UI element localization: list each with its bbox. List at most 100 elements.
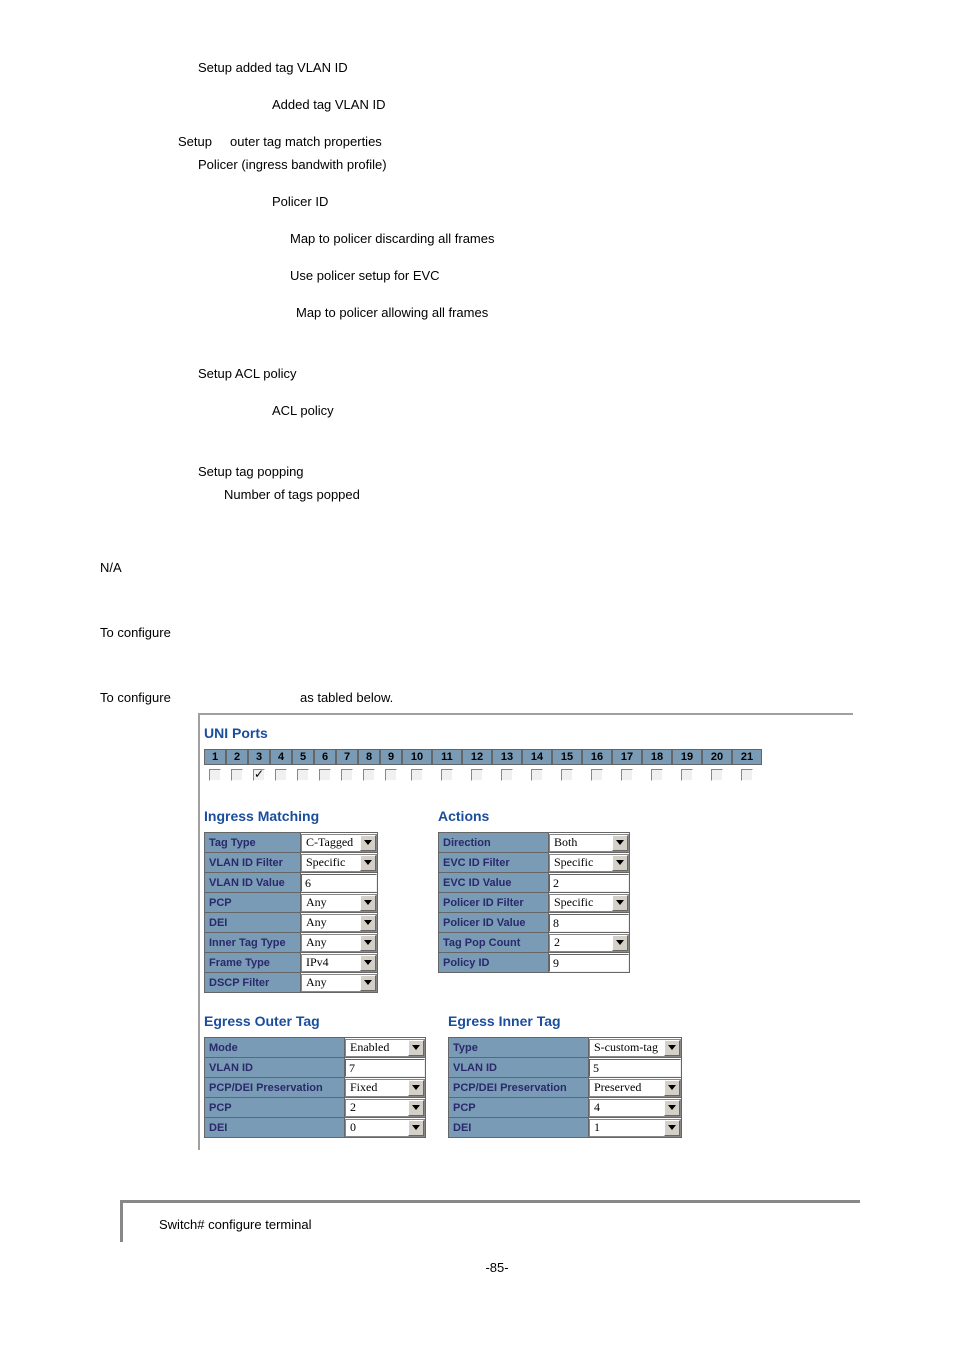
port-checkbox[interactable] <box>411 769 423 781</box>
field-label: EVC ID Filter <box>439 853 549 873</box>
select-value: C-Tagged <box>302 835 360 850</box>
select-field[interactable]: IPv4 <box>301 954 377 972</box>
field-value-cell: Any <box>301 893 378 913</box>
chevron-down-icon[interactable] <box>360 975 376 991</box>
chevron-down-icon[interactable] <box>664 1100 680 1116</box>
select-field[interactable]: Preserved <box>589 1079 681 1097</box>
port-checkbox[interactable] <box>275 769 287 781</box>
chevron-down-icon[interactable] <box>664 1120 680 1136</box>
port-checkbox-cell <box>732 765 762 782</box>
chevron-down-icon[interactable] <box>664 1040 680 1056</box>
select-value: Specific <box>550 855 612 870</box>
uni-ports-title: UNI Ports <box>204 725 849 741</box>
port-header: 14 <box>522 749 552 765</box>
port-checkbox[interactable] <box>297 769 309 781</box>
field-label: VLAN ID <box>205 1058 345 1078</box>
text-input[interactable]: 5 <box>589 1059 681 1077</box>
select-field[interactable]: Fixed <box>345 1079 425 1097</box>
select-field[interactable]: Any <box>301 914 377 932</box>
port-checkbox[interactable] <box>209 769 221 781</box>
field-value-cell: Specific <box>301 853 378 873</box>
port-checkbox-cell <box>522 765 552 782</box>
text-input[interactable]: 7 <box>345 1059 425 1077</box>
port-header-row: 123456789101112131415161718192021 <box>204 749 849 765</box>
chevron-down-icon[interactable] <box>612 855 628 871</box>
select-value: Fixed <box>346 1080 408 1095</box>
select-field[interactable]: Enabled <box>345 1039 425 1057</box>
field-label: PCP/DEI Preservation <box>449 1078 589 1098</box>
port-checkbox[interactable] <box>621 769 633 781</box>
select-field[interactable]: Specific <box>549 854 629 872</box>
select-field[interactable]: 2 <box>345 1099 425 1117</box>
field-label: Inner Tag Type <box>205 933 301 953</box>
select-field[interactable]: 1 <box>589 1119 681 1137</box>
select-field[interactable]: Any <box>301 934 377 952</box>
field-value-cell: C-Tagged <box>301 833 378 853</box>
port-checkbox[interactable] <box>561 769 573 781</box>
text-as-tabled: as tabled below. <box>300 690 393 705</box>
port-header: 12 <box>462 749 492 765</box>
select-field[interactable]: Any <box>301 894 377 912</box>
port-checkbox[interactable] <box>385 769 397 781</box>
port-checkbox[interactable] <box>441 769 453 781</box>
chevron-down-icon[interactable] <box>408 1120 424 1136</box>
chevron-down-icon[interactable] <box>664 1080 680 1096</box>
port-checkbox-cell <box>402 765 432 782</box>
field-value-cell: 5 <box>589 1058 682 1078</box>
chevron-down-icon[interactable] <box>360 915 376 931</box>
field-label: DEI <box>205 1118 345 1138</box>
port-checkbox[interactable] <box>253 769 265 781</box>
select-field[interactable]: Specific <box>301 854 377 872</box>
select-field[interactable]: Any <box>301 974 377 992</box>
field-label: Policy ID <box>439 953 549 973</box>
chevron-down-icon[interactable] <box>360 855 376 871</box>
field-value-cell: Any <box>301 913 378 933</box>
chevron-down-icon[interactable] <box>408 1080 424 1096</box>
select-value: Specific <box>302 855 360 870</box>
chevron-down-icon[interactable] <box>612 895 628 911</box>
chevron-down-icon[interactable] <box>612 835 628 851</box>
port-checkbox[interactable] <box>501 769 513 781</box>
select-field[interactable]: 4 <box>589 1099 681 1117</box>
chevron-down-icon[interactable] <box>360 835 376 851</box>
port-checkbox[interactable] <box>651 769 663 781</box>
text-input[interactable]: 8 <box>549 914 629 932</box>
field-value-cell: Both <box>549 833 630 853</box>
port-checkbox[interactable] <box>591 769 603 781</box>
port-checkbox[interactable] <box>681 769 693 781</box>
port-header: 15 <box>552 749 582 765</box>
port-checkbox[interactable] <box>741 769 753 781</box>
port-checkbox-cell <box>432 765 462 782</box>
chevron-down-icon[interactable] <box>408 1100 424 1116</box>
port-checkbox[interactable] <box>711 769 723 781</box>
port-header: 13 <box>492 749 522 765</box>
port-checkbox-cell <box>552 765 582 782</box>
text-input[interactable]: 9 <box>549 954 629 972</box>
text-input[interactable]: 6 <box>301 874 377 892</box>
chevron-down-icon[interactable] <box>408 1040 424 1056</box>
text-input[interactable]: 2 <box>549 874 629 892</box>
field-value-cell: 1 <box>589 1118 682 1138</box>
field-label: Policer ID Filter <box>439 893 549 913</box>
chevron-down-icon[interactable] <box>612 935 628 951</box>
port-checkbox[interactable] <box>363 769 375 781</box>
select-field[interactable]: S-custom-tag <box>589 1039 681 1057</box>
port-checkbox[interactable] <box>319 769 331 781</box>
select-field[interactable]: 0 <box>345 1119 425 1137</box>
chevron-down-icon[interactable] <box>360 955 376 971</box>
select-field[interactable]: C-Tagged <box>301 834 377 852</box>
select-field[interactable]: Specific <box>549 894 629 912</box>
port-checkbox-cell <box>672 765 702 782</box>
port-checkbox[interactable] <box>531 769 543 781</box>
port-checkbox[interactable] <box>231 769 243 781</box>
text-fragment: Setup <box>178 134 212 149</box>
text-to-configure: To configure <box>100 625 894 640</box>
chevron-down-icon[interactable] <box>360 935 376 951</box>
select-field[interactable]: Both <box>549 834 629 852</box>
port-checkbox[interactable] <box>341 769 353 781</box>
select-field[interactable]: 2 <box>549 934 629 952</box>
chevron-down-icon[interactable] <box>360 895 376 911</box>
field-value-cell: 4 <box>589 1098 682 1118</box>
port-checkbox[interactable] <box>471 769 483 781</box>
field-value-cell: Specific <box>549 893 630 913</box>
